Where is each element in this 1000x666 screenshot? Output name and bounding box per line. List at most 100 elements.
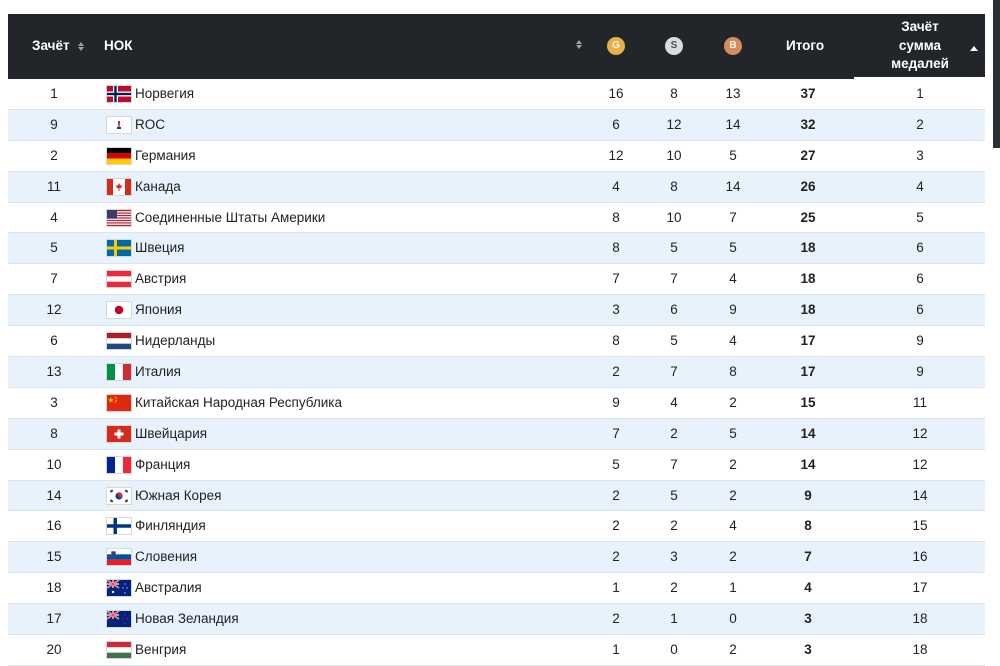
- silver-count: 3: [670, 549, 678, 565]
- total-count: 3: [804, 611, 812, 627]
- bronze-count: 2: [729, 642, 737, 658]
- country-name[interactable]: Швейцария: [135, 425, 208, 441]
- sort-icon[interactable]: [576, 40, 582, 49]
- table-row[interactable]: 7 Австрия 7 7 4 18 6: [8, 264, 985, 296]
- country-name[interactable]: Южная Корея: [135, 487, 222, 503]
- table-row[interactable]: 6 Нидерланды 8 5 4 17 9: [8, 326, 985, 358]
- country-name[interactable]: Соединенные Штаты Америки: [135, 209, 326, 225]
- silver-count: 12: [666, 116, 682, 132]
- table-row[interactable]: 5 Швеция 8 5 5 18 6: [8, 233, 985, 265]
- france-flag-icon: [107, 456, 131, 473]
- bronze-count: 1: [729, 580, 737, 596]
- total-count: 14: [800, 456, 816, 472]
- sum-rank-cell: 2: [916, 116, 924, 132]
- table-row[interactable]: 14 Южная Корея 2 5 2 9 14: [8, 480, 985, 512]
- bronze-count: 5: [729, 240, 737, 256]
- silver-count: 8: [670, 86, 678, 101]
- country-name[interactable]: Норвегия: [135, 86, 195, 101]
- bronze-count: 13: [725, 86, 741, 101]
- silver-count: 10: [666, 147, 682, 163]
- table-row[interactable]: 13 Италия 2 7 8 17 9: [8, 357, 985, 388]
- roc-flag-icon: [107, 116, 131, 133]
- bronze-medal-icon[interactable]: B: [724, 37, 742, 55]
- table-row[interactable]: 10 Франция 5 7 2 14 12: [8, 449, 985, 481]
- table-row[interactable]: 3 Китайская Народная Республика 9 4 2 15 11: [8, 387, 985, 419]
- usa-flag-icon: [107, 209, 131, 226]
- country-name[interactable]: Новая Зеландия: [135, 611, 239, 627]
- country-name[interactable]: Нидерланды: [135, 333, 216, 349]
- total-count: 14: [800, 425, 816, 441]
- italy-flag-icon: [107, 364, 131, 381]
- austria-flag-icon: [107, 271, 131, 288]
- column-header-total[interactable]: Итого: [786, 38, 825, 53]
- country-name[interactable]: Канада: [135, 178, 181, 194]
- country-name[interactable]: Словения: [135, 549, 198, 565]
- country-name[interactable]: Италия: [135, 364, 181, 380]
- silver-count: 7: [670, 271, 678, 287]
- rank-cell: 2: [50, 147, 58, 163]
- gold-count: 2: [612, 518, 620, 534]
- germany-flag-icon: [107, 147, 131, 164]
- country-name[interactable]: Венгрия: [135, 642, 187, 658]
- total-count: 15: [800, 394, 816, 410]
- table-row[interactable]: 4 Соединенные Штаты Америки 8 10 7 25 5: [8, 202, 985, 234]
- rank-cell: 20: [46, 642, 62, 658]
- table-row[interactable]: 20 Венгрия 1 0 2 3 18: [8, 635, 985, 666]
- sum-rank-cell: 6: [916, 271, 924, 287]
- table-row[interactable]: 17 Новая Зеландия 2 1 0 3 18: [8, 604, 985, 636]
- table-row[interactable]: 11 Канада 4 8 14 26 4: [8, 171, 985, 203]
- japan-flag-icon: [107, 302, 131, 319]
- column-header-rank[interactable]: Зачёт: [32, 38, 85, 54]
- sum-rank-cell: 12: [912, 456, 928, 472]
- country-name[interactable]: Австралия: [135, 580, 202, 596]
- column-header-nok[interactable]: НОК: [104, 38, 133, 54]
- table-row[interactable]: 9 ROC 6 12 14 32 2: [8, 109, 985, 141]
- table-row[interactable]: 15 Словения 2 3 2 7 16: [8, 542, 985, 574]
- country-name[interactable]: Австрия: [135, 271, 187, 287]
- gold-count: 12: [608, 147, 624, 163]
- table-row[interactable]: 12 Япония 3 6 9 18 6: [8, 295, 985, 327]
- table-row[interactable]: 8 Швейцария 7 2 5 14 12: [8, 418, 985, 450]
- gold-count: 7: [612, 425, 620, 441]
- bronze-count: 9: [729, 302, 737, 318]
- country-name[interactable]: Швеция: [135, 240, 185, 256]
- rank-cell: 17: [46, 611, 62, 627]
- country-name[interactable]: Франция: [135, 456, 191, 472]
- total-count: 3: [804, 642, 812, 658]
- active-sort-underline: [854, 77, 985, 79]
- total-count: 27: [800, 147, 816, 163]
- nok-header-label: НОК: [104, 38, 133, 53]
- country-name[interactable]: Германия: [135, 147, 196, 163]
- silver-count: 0: [670, 642, 678, 658]
- total-count: 26: [800, 178, 816, 194]
- sort-ascending-icon[interactable]: [970, 46, 978, 51]
- gold-count: 2: [612, 364, 620, 380]
- table-row[interactable]: 18 Австралия 1 2 1 4 17: [8, 573, 985, 605]
- country-name[interactable]: Китайская Народная Республика: [135, 394, 343, 410]
- slovenia-flag-icon: [107, 549, 131, 566]
- table-row[interactable]: 1 Норвегия 16 8 13 37 1: [8, 79, 985, 110]
- rank-cell: 8: [50, 425, 58, 441]
- sum-rank-cell: 17: [912, 580, 928, 596]
- rank-cell: 13: [46, 364, 62, 380]
- sort-icon[interactable]: [78, 41, 85, 51]
- silver-count: 6: [670, 302, 678, 318]
- rank-cell: 1: [50, 86, 58, 101]
- bronze-count: 8: [729, 364, 737, 380]
- scrollbar[interactable]: [993, 0, 1000, 148]
- rank-cell: 7: [50, 271, 58, 287]
- country-name[interactable]: Япония: [135, 302, 182, 318]
- finland-flag-icon: [107, 518, 131, 535]
- gold-count: 8: [612, 209, 620, 225]
- silver-count: 4: [670, 394, 678, 410]
- table-row[interactable]: 2 Германия 12 10 5 27 3: [8, 140, 985, 172]
- silver-medal-icon[interactable]: S: [665, 37, 683, 55]
- table-row[interactable]: 16 Финляндия 2 2 4 8 15: [8, 511, 985, 543]
- hungary-flag-icon: [107, 642, 131, 659]
- total-count: 9: [804, 487, 812, 503]
- gold-medal-icon[interactable]: G: [607, 37, 625, 55]
- gold-count: 1: [612, 642, 620, 658]
- column-header-sum-rank[interactable]: Зачёт сумма медалей: [854, 18, 986, 78]
- country-name[interactable]: ROC: [135, 116, 165, 132]
- country-name[interactable]: Финляндия: [135, 518, 206, 534]
